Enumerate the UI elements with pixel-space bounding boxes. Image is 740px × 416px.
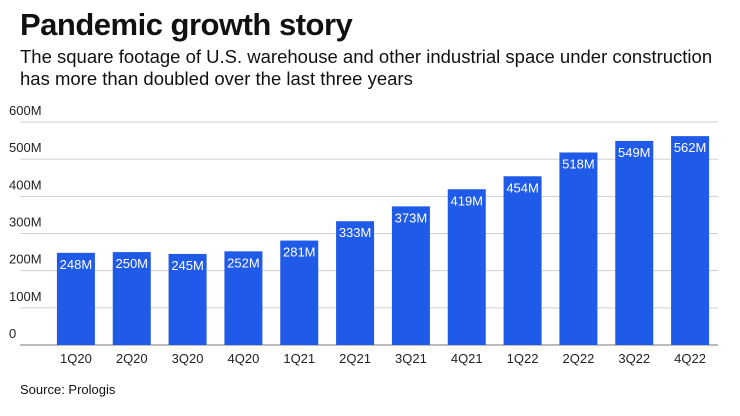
- x-tick-label: 2Q21: [339, 351, 371, 366]
- x-tick-label: 3Q22: [618, 351, 650, 366]
- data-label: 245M: [171, 258, 204, 273]
- data-label: 562M: [674, 140, 707, 155]
- chart-title: Pandemic growth story: [20, 7, 353, 42]
- y-tick-label: 100M: [9, 289, 42, 304]
- data-label: 250M: [115, 256, 148, 271]
- bar: [112, 252, 151, 345]
- x-tick-label: 3Q20: [172, 351, 204, 366]
- x-tick-label: 4Q22: [674, 351, 706, 366]
- bar: [615, 140, 654, 345]
- data-label: 419M: [450, 193, 483, 208]
- bar: [559, 152, 598, 345]
- data-label: 518M: [562, 156, 595, 171]
- bar: [280, 240, 319, 345]
- y-tick-label: 500M: [9, 140, 42, 155]
- bar: [336, 221, 375, 345]
- data-label: 281M: [283, 245, 316, 260]
- data-label: 333M: [339, 225, 372, 240]
- bar: [671, 136, 710, 345]
- y-axis: 0 100M 200M 300M 400M 500M 600M: [9, 103, 42, 341]
- data-label: 248M: [60, 257, 93, 272]
- x-tick-label: 1Q21: [283, 351, 315, 366]
- y-tick-label: 400M: [9, 177, 42, 192]
- bar: [168, 253, 207, 345]
- x-tick-label: 4Q20: [228, 351, 260, 366]
- bar: [56, 252, 95, 345]
- y-tick-label: 300M: [9, 215, 42, 230]
- y-tick-label: 200M: [9, 252, 42, 267]
- y-tick-label: 600M: [9, 103, 42, 118]
- source-note: Source: Prologis: [20, 382, 116, 397]
- x-tick-label: 2Q20: [116, 351, 148, 366]
- x-tick-label: 1Q22: [507, 351, 539, 366]
- data-label: 549M: [618, 145, 651, 160]
- bar: [224, 251, 263, 345]
- x-tick-label: 4Q21: [451, 351, 483, 366]
- bar: [391, 206, 430, 345]
- chart-subtitle: The square footage of U.S. warehouse and…: [20, 46, 713, 89]
- x-tick-label: 3Q21: [395, 351, 427, 366]
- y-tick-label: 0: [9, 326, 16, 341]
- bar: [447, 189, 486, 345]
- bar: [503, 176, 542, 345]
- x-tick-label: 2Q22: [563, 351, 595, 366]
- data-label: 252M: [227, 255, 260, 270]
- x-tick-label: 1Q20: [60, 351, 92, 366]
- x-axis: 1Q20 2Q20 3Q20 4Q20 1Q21 2Q21 3Q21 4Q21 1Q22 2Q22…: [60, 351, 706, 366]
- bars: 248M 250M 245M 252M 281M 333M 373M 419M 454M 518M…: [56, 136, 710, 345]
- data-label: 373M: [395, 210, 428, 225]
- data-label: 454M: [506, 180, 539, 195]
